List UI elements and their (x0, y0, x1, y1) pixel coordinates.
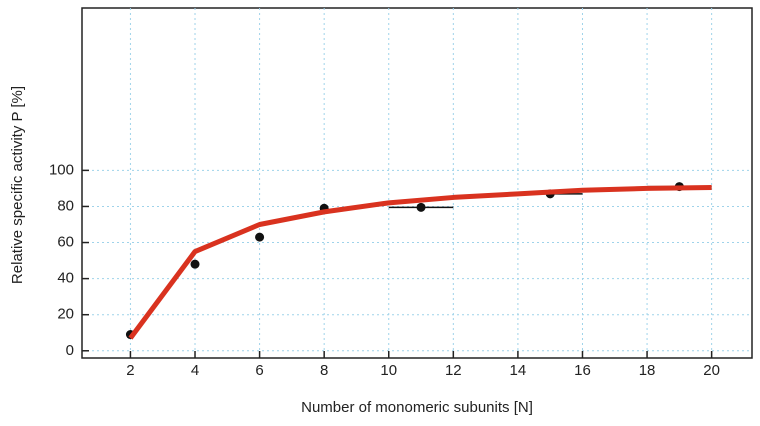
x-tick-label: 2 (126, 362, 134, 379)
x-tick-label: 10 (380, 362, 397, 379)
y-tick-label: 20 (57, 306, 74, 323)
x-tick-label: 6 (255, 362, 263, 379)
data-point (255, 233, 264, 242)
chart: Number of monomeric subunits [N] Relativ… (0, 0, 760, 421)
x-tick-label: 12 (445, 362, 462, 379)
y-axis-title: Relative specific activity P [%] (9, 86, 26, 284)
y-tick-label: 80 (57, 197, 74, 214)
data-point (191, 260, 200, 269)
x-tick-label: 16 (574, 362, 591, 379)
y-tick-label: 100 (49, 161, 74, 178)
y-tick-label: 60 (57, 234, 74, 251)
y-tick-label: 40 (57, 270, 74, 287)
x-tick-label: 14 (510, 362, 527, 379)
x-tick-label: 18 (639, 362, 656, 379)
x-tick-label: 20 (703, 362, 720, 379)
data-point (417, 203, 426, 212)
x-tick-label: 4 (191, 362, 199, 379)
plot-frame (82, 8, 752, 358)
x-axis-title: Number of monomeric subunits [N] (301, 399, 533, 416)
y-tick-label: 0 (66, 342, 74, 359)
x-tick-label: 8 (320, 362, 328, 379)
